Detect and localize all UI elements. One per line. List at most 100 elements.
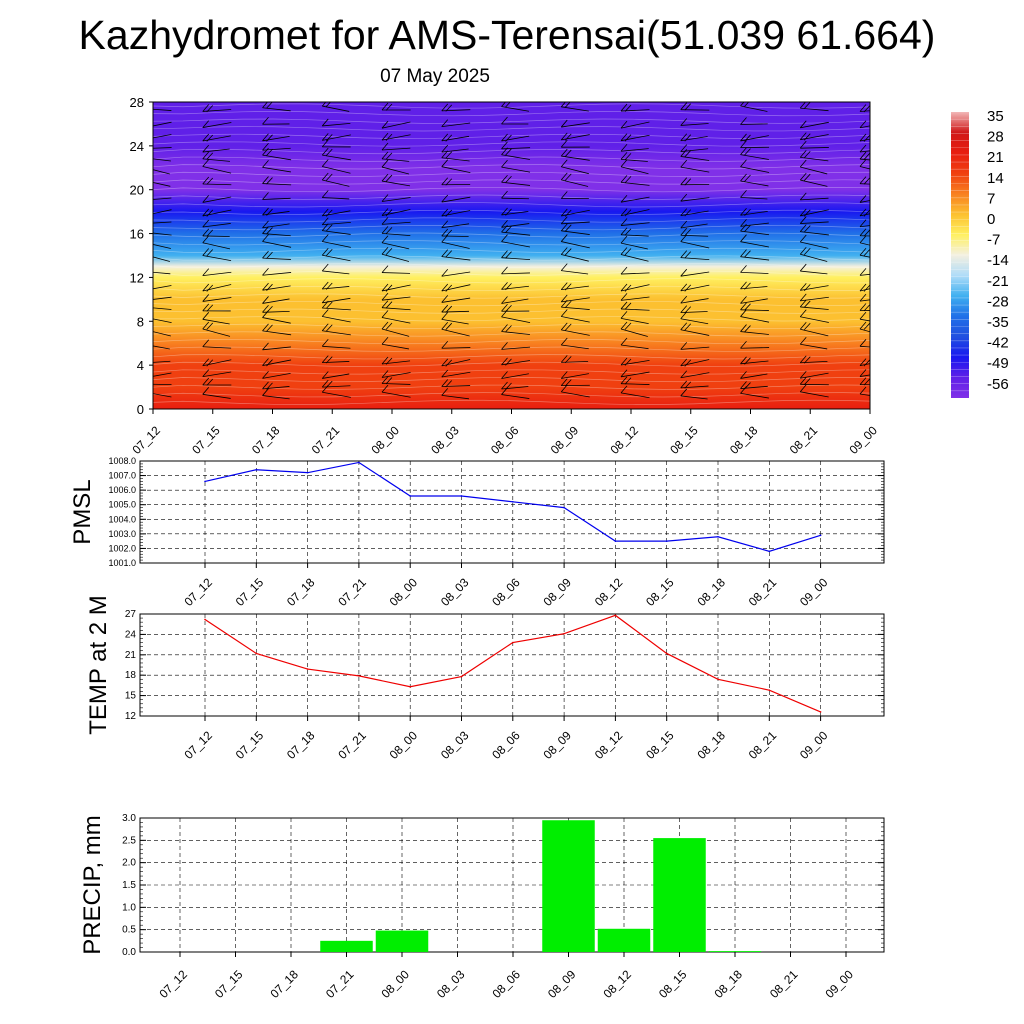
wind-barbs	[153, 102, 870, 400]
x-tick-label: 07_15	[233, 728, 267, 762]
y-tick-label: 1004.0	[108, 514, 136, 524]
x-tick-label: 08_15	[656, 967, 690, 1001]
temp-panel: 27 24 21 18 15 12 07_12 07_15 07_18 07_21 08_00 08_…	[85, 595, 885, 762]
heatmap-x-tick-label: 08_21	[787, 423, 821, 457]
data-point	[512, 501, 514, 503]
x-tick-label: 08_18	[711, 967, 745, 1001]
x-tick-label: 08_09	[545, 967, 579, 1001]
x-tick-label: 07_12	[181, 575, 215, 609]
colorbar-label: -35	[987, 314, 1009, 331]
temperature-cross-section: 0 4 8 12 16 20 24 28 07_12 07_15 07_18 07_21 08_00 08…	[129, 95, 880, 457]
y-tick-label: 21	[125, 650, 137, 661]
y-tick-label: 1002.0	[108, 543, 136, 553]
x-tick-label: 08_03	[438, 728, 472, 762]
plot-frame	[139, 613, 885, 717]
heatmap-x-tick-label: 08_00	[368, 423, 402, 457]
x-tick-label: 07_21	[335, 575, 369, 609]
x-tick-label: 07_18	[267, 967, 301, 1001]
colorbar-label: -42	[987, 335, 1009, 352]
data-point	[819, 534, 822, 537]
x-tick-label: 07_21	[335, 728, 369, 762]
heatmap-x-tick-label: 08_06	[488, 423, 522, 457]
heatmap-x-tick-label: 07_15	[189, 423, 223, 457]
data-point	[665, 540, 668, 542]
y-axis-title: PMSL	[69, 479, 96, 544]
colorbar-label: 0	[987, 211, 995, 228]
x-tick-label: 08_06	[489, 728, 523, 762]
y-tick-label: 1001.0	[108, 558, 136, 568]
pmsl-panel: 1008.0 1007.0 1006.0 1005.0 1004.0 1003.0 1002…	[69, 456, 885, 609]
x-tick-label: 08_06	[489, 575, 523, 609]
data-point	[255, 652, 258, 655]
y-tick-label: 12	[125, 711, 137, 722]
precip-bar	[653, 838, 706, 952]
data-point	[306, 471, 309, 474]
y-tick-label: 1008.0	[108, 456, 136, 466]
x-tick-label: 08_09	[541, 575, 575, 609]
data-point	[204, 618, 206, 621]
y-tick-label: 0.0	[122, 947, 136, 958]
x-tick-label: 08_21	[767, 967, 801, 1001]
data-point	[204, 480, 206, 483]
colorbar-label: -56	[987, 376, 1009, 393]
colorbar-label: 7	[987, 190, 995, 207]
heatmap-x-tick-label: 09_00	[846, 423, 880, 457]
data-point	[255, 468, 258, 471]
x-tick-label: 08_21	[746, 575, 780, 609]
data-point	[409, 685, 412, 688]
data-point	[665, 652, 668, 655]
heatmap-y-tick-label: 12	[130, 270, 144, 285]
x-tick-label: 08_12	[592, 575, 626, 609]
data-point	[409, 495, 412, 497]
x-tick-label: 07_18	[284, 728, 318, 762]
heatmap-x-tick-label: 08_15	[667, 423, 701, 457]
x-tick-label: 08_12	[592, 728, 626, 762]
data-point	[717, 535, 719, 538]
y-tick-label: 15	[125, 691, 137, 702]
heatmap-x-tick-label: 07_18	[249, 423, 283, 457]
x-tick-label: 08_03	[438, 575, 472, 609]
y-tick-label: 18	[125, 670, 137, 681]
x-tick-label: 08_03	[434, 967, 468, 1001]
x-tick-label: 08_00	[378, 967, 412, 1001]
x-tick-label: 07_15	[212, 967, 246, 1001]
colorbar-label: 35	[987, 108, 1004, 125]
precip-bar	[542, 820, 595, 952]
x-tick-label: 08_18	[694, 728, 728, 762]
x-tick-label: 07_15	[233, 575, 267, 609]
precip-panel: 3.0 2.5 2.0 1.5 1.0 0.5 0.0 07_12 07_15 07_18 07_2…	[79, 813, 885, 1001]
x-tick-label: 08_06	[489, 967, 523, 1001]
colorbar: 35 28 21 14 7 0 -7 -14 -21 -28 -35 -42 -49 -56	[951, 108, 1009, 398]
precip-bar	[320, 940, 373, 952]
x-tick-label: 08_15	[643, 728, 677, 762]
y-tick-label: 1003.0	[108, 529, 136, 539]
chart-title: Kazhydromet for AMS-Terensai(51.039 61.6…	[78, 12, 936, 58]
y-tick-label: 24	[125, 629, 137, 640]
chart-subtitle: 07 May 2025	[380, 66, 490, 87]
data-point	[614, 614, 617, 617]
data-point	[768, 550, 771, 553]
heatmap-y-tick-label: 20	[130, 183, 144, 198]
heatmap-x-tick-label: 07_21	[309, 423, 343, 457]
heatmap-y-tick-label: 28	[130, 95, 144, 110]
y-tick-label: 1.0	[122, 902, 136, 913]
data-point	[460, 675, 463, 678]
heatmap-x-tick-label: 08_12	[607, 423, 641, 457]
heatmap-y-tick-label: 16	[130, 227, 144, 242]
y-axis-title: TEMP at 2 M	[85, 595, 112, 735]
colorbar-label: 21	[987, 149, 1004, 166]
precip-bar	[597, 928, 651, 952]
x-tick-label: 07_21	[323, 967, 357, 1001]
colorbar-label: -28	[987, 293, 1009, 310]
colorbar-label: -21	[987, 273, 1009, 290]
x-tick-label: 08_00	[387, 728, 421, 762]
data-point	[460, 495, 463, 497]
y-tick-label: 1.5	[122, 880, 136, 891]
x-tick-label: 07_12	[181, 728, 215, 762]
x-tick-label: 08_18	[694, 575, 728, 609]
y-tick-label: 2.5	[122, 835, 136, 846]
y-tick-label: 2.0	[122, 858, 136, 869]
heatmap-x-tick-label: 08_03	[428, 423, 462, 457]
y-tick-label: 1005.0	[108, 500, 136, 510]
